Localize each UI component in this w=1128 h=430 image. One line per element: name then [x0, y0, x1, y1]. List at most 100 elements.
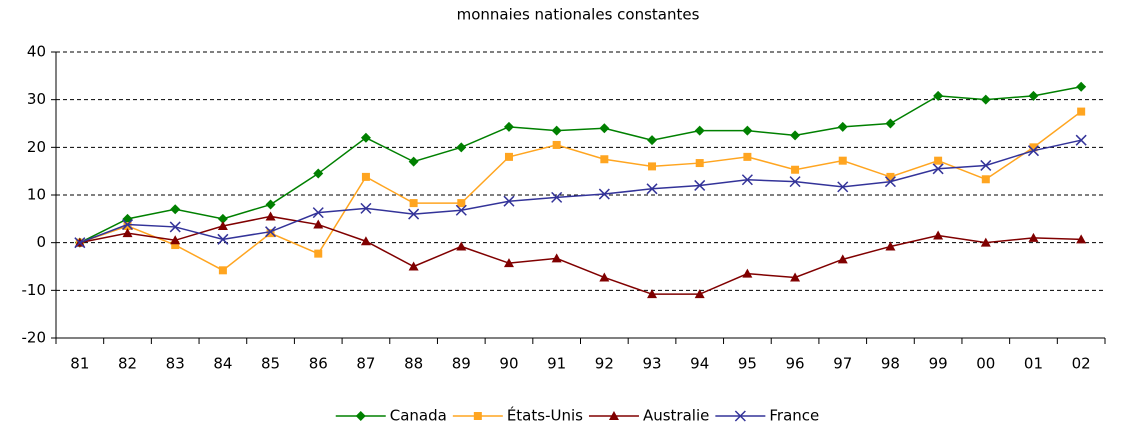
marker	[456, 241, 467, 251]
marker	[170, 235, 181, 245]
marker	[171, 241, 180, 250]
marker	[409, 199, 418, 208]
marker	[980, 94, 991, 105]
x-tick-label: 87	[356, 355, 375, 373]
marker	[1028, 90, 1039, 101]
marker	[355, 411, 366, 421]
marker	[1077, 107, 1086, 116]
marker	[1075, 134, 1087, 146]
marker	[473, 412, 482, 420]
legend: Canada États-Unis Australie France	[335, 406, 819, 425]
marker	[265, 226, 277, 238]
marker	[503, 195, 515, 207]
marker	[169, 221, 181, 233]
marker	[1076, 234, 1087, 244]
y-tick-label: -20	[22, 329, 47, 347]
x-tick-label: 89	[452, 355, 471, 373]
marker	[314, 249, 323, 258]
marker	[695, 159, 704, 168]
series-line	[79, 86, 1082, 244]
x-tick-label: 94	[690, 355, 709, 373]
x-tick-label: 96	[786, 355, 805, 373]
marker	[734, 410, 746, 422]
y-tick-label: 20	[27, 138, 46, 156]
marker	[694, 289, 705, 299]
marker	[122, 228, 133, 238]
x-tick-label: 95	[738, 355, 757, 373]
marker	[170, 204, 181, 215]
x-tick-label: 01	[1024, 355, 1043, 373]
marker	[313, 219, 324, 229]
x-tick-label: 02	[1072, 355, 1091, 373]
x-tick-label: 98	[881, 355, 900, 373]
marker	[265, 211, 276, 221]
marker	[455, 204, 467, 216]
marker	[408, 156, 419, 167]
marker	[608, 411, 619, 420]
x-tick-label: 82	[118, 355, 137, 373]
marker	[218, 266, 227, 275]
marker	[503, 121, 514, 132]
marker	[121, 219, 134, 231]
marker	[790, 130, 801, 141]
marker	[838, 156, 847, 165]
x-tick-label: 92	[595, 355, 614, 373]
marker	[980, 159, 992, 171]
marker	[646, 183, 658, 195]
marker	[312, 207, 324, 219]
y-tick-label: -10	[22, 281, 47, 299]
marker	[361, 172, 370, 181]
series-line	[79, 110, 1082, 272]
marker	[885, 241, 896, 251]
marker	[456, 142, 467, 153]
marker	[886, 172, 895, 181]
x-tick-label: 88	[404, 355, 423, 373]
marker	[790, 272, 801, 282]
marker	[742, 268, 753, 278]
marker	[504, 152, 513, 161]
marker	[742, 125, 753, 136]
marker	[599, 123, 610, 134]
marker	[647, 135, 658, 146]
marker	[598, 188, 610, 200]
marker	[217, 213, 228, 224]
legend-label: Australie	[643, 407, 709, 425]
marker	[933, 90, 944, 101]
marker	[551, 125, 562, 136]
marker	[457, 199, 466, 208]
marker	[1028, 232, 1039, 242]
x-tick-label: 83	[166, 355, 185, 373]
marker	[932, 163, 944, 175]
marker	[837, 254, 848, 264]
x-tick-label: 93	[642, 355, 661, 373]
x-tick-label: 00	[976, 355, 995, 373]
marker	[503, 258, 514, 268]
marker	[360, 236, 371, 246]
x-tick-label: 90	[499, 355, 518, 373]
marker	[217, 220, 228, 230]
marker	[789, 176, 801, 188]
marker	[837, 121, 848, 132]
marker	[837, 181, 849, 193]
marker	[981, 175, 990, 184]
marker	[266, 229, 275, 238]
marker	[1029, 143, 1038, 152]
marker	[934, 156, 943, 165]
marker	[313, 168, 324, 179]
legend-label: Canada	[390, 407, 447, 425]
marker	[647, 289, 658, 299]
marker	[600, 155, 609, 164]
marker	[694, 179, 706, 191]
marker	[552, 140, 561, 149]
x-tick-label: 81	[70, 355, 89, 373]
x-tick-label: 86	[309, 355, 328, 373]
marker	[1076, 81, 1087, 92]
x-tick-label: 91	[547, 355, 566, 373]
marker	[551, 191, 563, 203]
marker	[743, 152, 752, 161]
marker	[648, 162, 657, 171]
x-tick-label: 85	[261, 355, 280, 373]
y-tick-label: 10	[27, 186, 46, 204]
marker	[551, 253, 562, 263]
